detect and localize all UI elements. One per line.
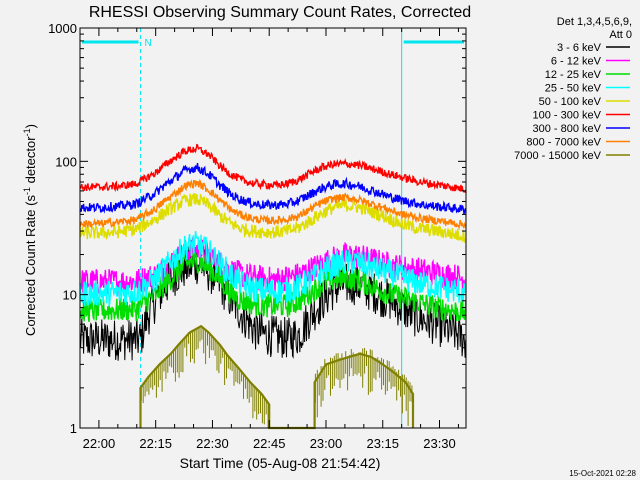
legend-entry-label: 100 - 300 keV [533,110,602,122]
plot-frame [79,27,467,429]
legend-entry-label: 25 - 50 keV [545,83,602,95]
x-tick-label: 23:00 [310,436,343,451]
legend-entry-label: 7000 - 15000 keV [514,150,602,162]
series-line-8 [139,324,415,430]
night-marker-label: N [145,38,152,49]
x-tick-label: 22:15 [139,436,172,451]
series-line-7 [79,178,466,231]
legend: Det 1,3,4,5,6,9,Att 0 3 - 6 keV 6 - 12 keV… [514,16,632,162]
legend-header-line: Att 0 [609,29,632,41]
x-axis-label: Start Time (05-Aug-08 21:54:42) [180,455,381,471]
legend-header-line: Det 1,3,4,5,6,9, [557,16,632,28]
y-axis-label: Corrected Count Rate (s-1 detector-1) [22,124,38,336]
y-axis: 1 10 100 1000 [48,21,466,436]
legend-entry-label: 12 - 25 keV [545,69,602,81]
series-line-0 [79,246,467,361]
series-layer [79,143,467,430]
legend-entry-label: 300 - 800 keV [533,123,602,135]
x-tick-label: 23:30 [423,436,456,451]
series-spikes-8 [140,326,413,428]
y-tick-label: 1 [70,421,77,436]
chart-title: RHESSI Observing Summary Count Rates, Co… [89,4,471,21]
x-tick-label: 22:45 [253,436,286,451]
x-tick-label: 22:30 [196,436,229,451]
y-tick-label: 100 [55,154,77,169]
legend-entry-label: 50 - 100 keV [539,96,602,108]
y-tick-label: 1000 [48,21,77,36]
y-tick-label: 10 [63,288,77,303]
legend-entry-label: 6 - 12 keV [551,56,602,68]
series-line-5 [79,143,467,194]
timestamp: 15-Oct-2021 02:28 [569,469,636,478]
plot-border [79,27,467,429]
legend-entry-label: 800 - 7000 keV [526,137,601,149]
x-tick-label: 23:15 [366,436,399,451]
series-line-4 [79,193,467,243]
x-tick-label: 22:00 [83,436,116,451]
series-line-6 [79,163,467,215]
series-line-3 [79,231,467,307]
x-axis: 22:00 22:15 22:30 22:45 23:00 23:15 23:30 [79,28,459,451]
legend-entry-label: 3 - 6 keV [557,42,602,54]
